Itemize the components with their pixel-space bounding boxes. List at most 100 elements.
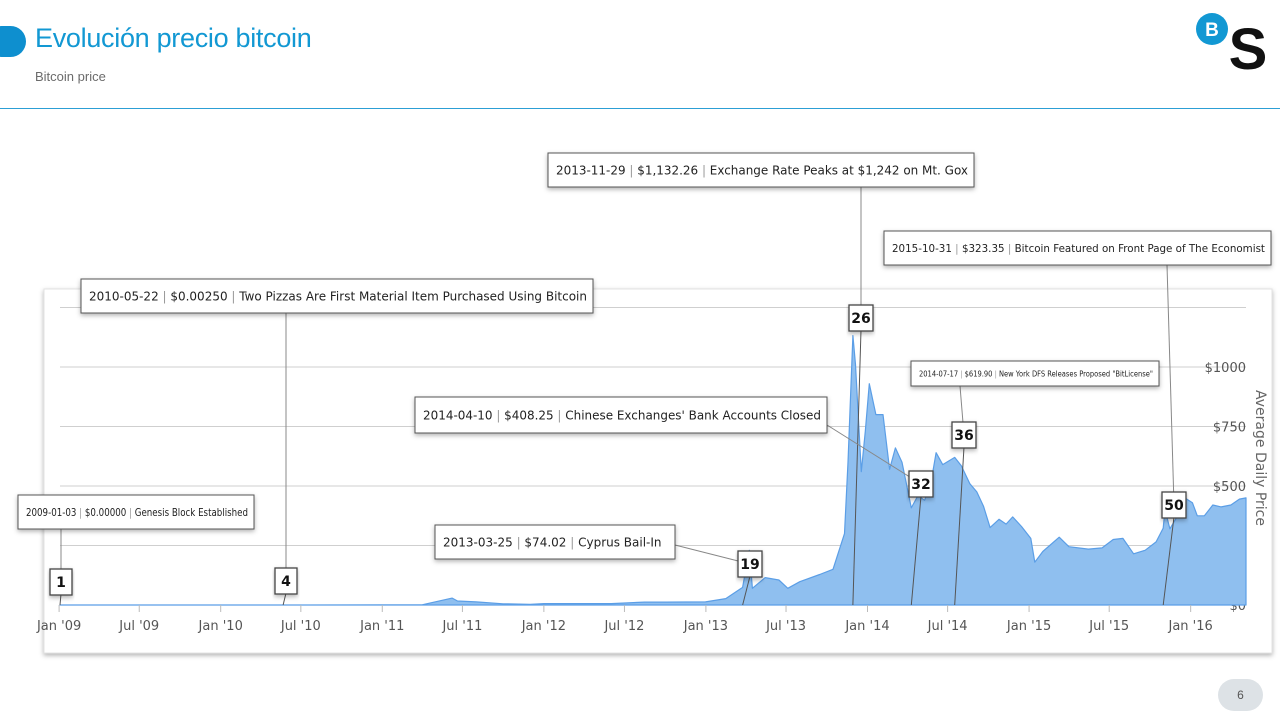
marker-stem (282, 592, 287, 606)
page-number-badge: 6 (1218, 679, 1263, 711)
event-marker: 4 (274, 567, 298, 595)
annotation-separator: | (126, 506, 134, 519)
marker-stem (59, 593, 62, 606)
header-divider (0, 108, 1280, 109)
annotation-box (910, 360, 1160, 387)
x-tick-label: Jul '13 (765, 619, 806, 634)
annotation-separator: | (513, 536, 525, 550)
annotation-price: $74.02 (524, 536, 566, 550)
x-tick-label: Jan '16 (1168, 619, 1213, 634)
logo-badge-letter: B (1205, 20, 1219, 41)
annotation-date: 2013-03-25 (443, 536, 513, 550)
annotation-box (547, 152, 975, 188)
event-marker-box (737, 550, 763, 578)
logo-main-letter: S (1229, 17, 1268, 74)
annotation-price: $408.25 (504, 409, 553, 423)
annotation-event: Cyprus Bail-In (578, 536, 661, 550)
annotation-price: $1,132.26 (637, 164, 698, 178)
logo-badge-circle (1196, 13, 1228, 45)
x-tick-label: Jan '15 (1006, 619, 1051, 634)
annotation-callout: 2013-11-29 | $1,132.26 | Exchange Rate P… (547, 152, 975, 188)
event-marker-label: 1 (56, 575, 66, 591)
annotation-box (80, 278, 594, 314)
annotation-callout: 2009-01-03 | $0.00000 | Genesis Block Es… (17, 494, 255, 530)
annotation-callout: 2010-05-22 | $0.00250 | Two Pizzas Are F… (80, 278, 594, 314)
event-marker: 36 (951, 421, 977, 449)
annotation-price: $0.00250 (170, 290, 227, 304)
annotation-separator: | (626, 164, 638, 178)
annotation-event: Chinese Exchanges' Bank Accounts Closed (565, 409, 821, 423)
title-accent-pill (0, 26, 26, 57)
event-marker-box (274, 567, 298, 595)
annotation-date: 2013-11-29 (556, 164, 626, 178)
marker-stem (742, 575, 751, 606)
page-title: Evolución precio bitcoin (35, 23, 312, 53)
event-marker: 19 (737, 550, 763, 578)
y-axis-title: Average Daily Price (1252, 390, 1268, 526)
annotation-price: $0.00000 (85, 506, 126, 519)
marker-stem (954, 446, 965, 606)
annotation-leader-line (826, 424, 922, 485)
marker-stem (910, 495, 922, 606)
annotation-date: 2009-01-03 (26, 506, 76, 519)
annotation-separator: | (228, 290, 240, 304)
x-tick-label: Jul '09 (118, 619, 159, 634)
x-tick-label: Jul '10 (280, 619, 321, 634)
annotation-price: $323.35 (962, 242, 1005, 255)
annotation-text: 2015-10-31 | $323.35 | Bitcoin Featured … (892, 242, 1266, 255)
annotation-date: 2010-05-22 (89, 290, 159, 304)
annotation-event: Exchange Rate Peaks at $1,242 on Mt. Gox (710, 164, 968, 178)
event-marker-box (951, 421, 977, 449)
annotation-separator: | (566, 536, 578, 550)
x-tick-label: Jan '13 (683, 619, 728, 634)
annotation-event: Genesis Block Established (135, 506, 248, 519)
event-marker: 26 (848, 304, 874, 332)
x-tick-label: Jul '11 (441, 619, 482, 634)
annotation-separator: | (952, 242, 962, 255)
bank-logo: B S (1196, 13, 1268, 74)
annotation-date: 2015-10-31 (892, 242, 952, 255)
annotation-callout: 2015-10-31 | $323.35 | Bitcoin Featured … (883, 230, 1272, 266)
annotation-separator: | (958, 369, 965, 378)
annotation-separator: | (698, 164, 710, 178)
marker-stem (1162, 516, 1175, 606)
annotation-box (17, 494, 255, 530)
y-tick-label: $1000 (1205, 361, 1246, 376)
annotation-event: New York DFS Releases Proposed "BitLicen… (999, 369, 1153, 378)
y-tick-label: $750 (1213, 421, 1246, 436)
marker-stem (852, 329, 862, 606)
annotation-callout: 2014-07-17 | $619.90 | New York DFS Rele… (910, 360, 1160, 387)
event-marker-label: 26 (851, 311, 870, 327)
event-marker-label: 36 (954, 428, 973, 444)
annotation-box (414, 396, 828, 434)
annotation-box (434, 524, 676, 560)
annotation-event: Two Pizzas Are First Material Item Purch… (238, 290, 587, 304)
annotation-separator: | (554, 409, 566, 423)
y-tick-label: $500 (1213, 480, 1246, 495)
x-tick-label: Jul '14 (927, 619, 968, 634)
annotation-date: 2014-04-10 (423, 409, 493, 423)
x-tick-label: Jan '11 (359, 619, 404, 634)
page-subtitle: Bitcoin price (35, 69, 106, 84)
event-marker-label: 50 (1164, 498, 1184, 514)
x-tick-label: Jan '14 (844, 619, 889, 634)
x-tick-label: Jul '15 (1088, 619, 1129, 634)
annotation-separator: | (76, 506, 84, 519)
annotation-separator: | (159, 290, 171, 304)
event-marker-label: 32 (911, 477, 930, 493)
event-marker: 32 (908, 470, 934, 498)
event-marker: 1 (49, 568, 73, 596)
event-marker-box (1161, 491, 1187, 519)
x-tick-label: Jul '12 (603, 619, 644, 634)
annotation-separator: | (992, 369, 999, 378)
annotation-text: 2009-01-03 | $0.00000 | Genesis Block Es… (26, 506, 248, 519)
event-marker-label: 4 (281, 574, 291, 590)
x-tick-label: Jan '12 (521, 619, 566, 634)
annotation-text: 2013-03-25 | $74.02 | Cyprus Bail-In (443, 536, 662, 550)
annotation-callout: 2013-03-25 | $74.02 | Cyprus Bail-In (434, 524, 676, 560)
event-marker-label: 19 (740, 557, 759, 573)
annotation-leader-line (1166, 264, 1175, 506)
event-marker: 50 (1161, 491, 1187, 519)
annotation-text: 2014-07-17 | $619.90 | New York DFS Rele… (919, 369, 1153, 378)
